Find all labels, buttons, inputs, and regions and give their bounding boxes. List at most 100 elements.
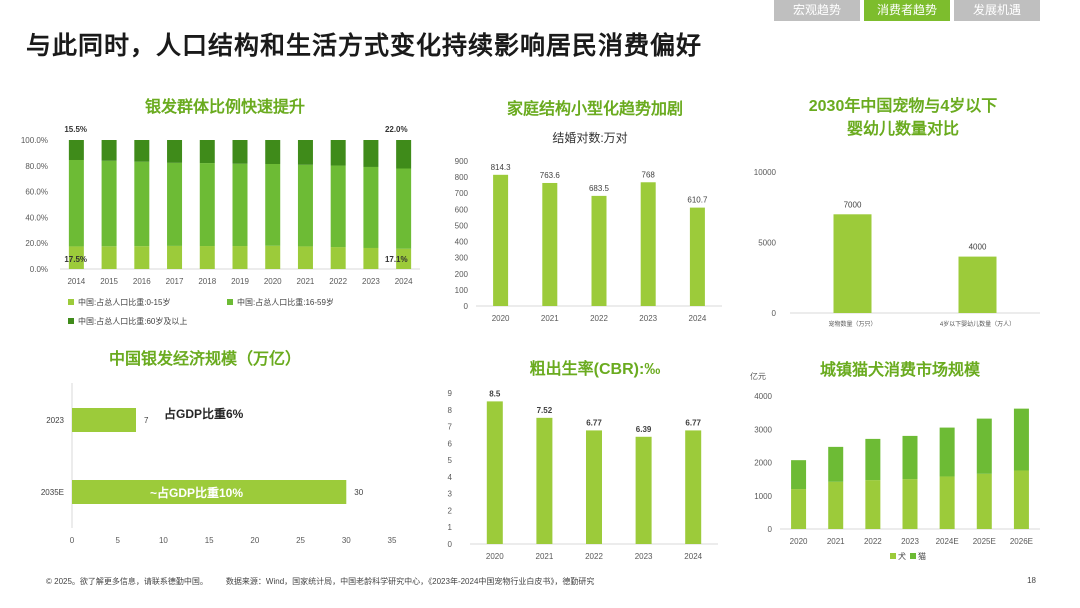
marriage-chart: 结婚对数:万对 0 100 200 300 400 500 600 700 800 900 814.3…	[455, 130, 722, 323]
pets-data-label: 4000	[969, 243, 987, 252]
aging-bar-segment	[297, 140, 313, 165]
silver-x-tick: 10	[159, 536, 168, 545]
petmarket-x-tick: 2025E	[973, 537, 996, 546]
aging-bar-segment	[101, 246, 117, 269]
silver-category-label: 2023	[46, 416, 64, 425]
birth-bar	[586, 430, 602, 544]
silver-inner-label: 占GDP比重6%	[164, 406, 244, 421]
marriage-data-label: 610.7	[687, 196, 708, 205]
aging-bar-segment	[68, 246, 84, 269]
tab-consumer-trends[interactable]: 消费者趋势	[864, 0, 950, 21]
page-title: 与此同时，人口结构和生活方式变化持续影响居民消费偏好	[26, 32, 703, 60]
aging-annotation: 15.5%	[64, 125, 87, 134]
petmarket-x-tick: 2021	[827, 537, 845, 546]
birth-y-tick: 7	[448, 423, 453, 432]
marriage-bar	[493, 174, 509, 306]
birth-y-tick: 1	[448, 523, 453, 532]
source-text: 数据来源：Wind，国家统计局，中国老龄科学研究中心，《2023年-2024中国…	[225, 577, 595, 586]
marriage-bar	[689, 207, 705, 306]
aging-legend-label: 中国:占总人口比重:0-15岁	[78, 297, 170, 307]
petmarket-x-tick: 2024E	[936, 537, 959, 546]
petmarket-x-tick: 2020	[790, 537, 808, 546]
silver-x-tick: 5	[115, 536, 120, 545]
aging-bar-segment	[330, 165, 346, 248]
nav-tabs: 宏观趋势 消费者趋势 发展机遇	[774, 0, 1040, 21]
pets-y-tick: 0	[772, 309, 777, 318]
aging-chart-title: 银发群体比例快速提升	[144, 99, 305, 116]
marriage-y-tick: 200	[455, 270, 469, 279]
petmarket-bar-segment	[939, 427, 955, 477]
petmarket-x-tick: 2026E	[1010, 537, 1033, 546]
pets-chart-title-line2: 婴幼儿数量对比	[846, 121, 959, 138]
marriage-chart-title: 家庭结构小型化趋势加剧	[506, 101, 683, 118]
petmarket-x-tick: 2022	[864, 537, 882, 546]
aging-x-tick: 2018	[198, 277, 216, 286]
petmarket-bar-segment	[1013, 408, 1029, 471]
pets-bar	[958, 256, 997, 313]
silver-chart: 0 5 10 15 20 25 30 35 7 2023 30 2035E 占GDP比重6% ~占GDP比…	[41, 383, 397, 545]
petmarket-bar-segment	[865, 438, 881, 481]
aging-annotation: 22.0%	[385, 125, 408, 134]
aging-bar-segment	[297, 246, 313, 269]
silver-x-tick: 30	[342, 536, 351, 545]
aging-bar-segment	[330, 140, 346, 166]
copyright-text: © 2025。欲了解更多信息，请联系德勤中国。	[46, 577, 208, 586]
birth-chart-title: 粗出生率(CBR):‰	[529, 361, 661, 378]
petmarket-legend-label: 猫	[918, 551, 926, 561]
marriage-data-label: 683.5	[589, 184, 610, 193]
petmarket-y-tick: 3000	[754, 425, 772, 434]
aging-bar-segment	[265, 140, 281, 164]
marriage-y-tick: 900	[455, 157, 469, 166]
marriage-x-tick: 2022	[590, 314, 608, 323]
aging-bar-segment	[265, 245, 281, 269]
silver-category-label: 2035E	[41, 488, 64, 497]
petmarket-y-tick: 0	[768, 525, 773, 534]
tab-macro-trends[interactable]: 宏观趋势	[774, 0, 860, 21]
birth-y-tick: 8	[448, 406, 453, 415]
petmarket-bar-segment	[828, 481, 844, 529]
petmarket-bar-segment	[976, 418, 992, 474]
tab-opportunities[interactable]: 发展机遇	[954, 0, 1040, 21]
aging-legend-label: 中国:占总人口比重:60岁及以上	[78, 316, 187, 326]
aging-bar-segment	[363, 247, 379, 269]
pets-x-tick: 4岁以下婴幼儿数量（万人）	[940, 320, 1015, 328]
aging-x-tick: 2021	[297, 277, 315, 286]
birth-bar	[536, 417, 553, 544]
birth-y-tick: 5	[448, 456, 453, 465]
silver-data-label: 7	[144, 416, 149, 425]
aging-x-tick: 2024	[395, 277, 413, 286]
birth-data-label: 7.52	[537, 406, 553, 415]
aging-x-tick: 2019	[231, 277, 249, 286]
birth-x-tick: 2020	[486, 552, 504, 561]
aging-bar-segment	[297, 164, 313, 247]
aging-bar-segment	[199, 140, 215, 164]
pets-chart: 0 5000 10000 7000 宠物数量（万只） 4000 4岁以下婴幼儿数量（万人）	[754, 168, 1040, 328]
marriage-bar	[640, 182, 656, 306]
aging-bar-segment	[134, 161, 150, 247]
aging-bar-segment	[68, 159, 84, 247]
pets-y-tick: 5000	[758, 239, 776, 248]
silver-bar	[72, 408, 136, 432]
silver-x-tick: 20	[250, 536, 259, 545]
aging-bar-segment	[199, 246, 215, 269]
aging-bar-segment	[167, 162, 183, 246]
petmarket-bar-segment	[865, 480, 881, 529]
pets-x-tick: 宠物数量（万只）	[828, 320, 876, 328]
petmarket-x-tick: 2023	[901, 537, 919, 546]
aging-bar-segment	[363, 140, 379, 167]
marriage-x-tick: 2021	[541, 314, 559, 323]
birth-y-tick: 0	[448, 540, 453, 549]
aging-annotation: 17.1%	[385, 255, 408, 264]
birth-y-tick: 9	[448, 389, 453, 398]
marriage-y-tick: 0	[464, 302, 469, 311]
marriage-y-tick: 100	[455, 286, 469, 295]
petmarket-bar-segment	[976, 473, 992, 529]
aging-bar-segment	[232, 140, 248, 164]
petmarket-y-tick: 2000	[754, 459, 772, 468]
aging-bar-segment	[68, 140, 84, 160]
aging-y-tick: 40.0%	[25, 213, 48, 222]
birth-data-label: 8.5	[489, 389, 501, 398]
marriage-y-tick: 600	[455, 205, 469, 214]
marriage-bar	[542, 182, 558, 306]
aging-bar-segment	[134, 246, 150, 269]
